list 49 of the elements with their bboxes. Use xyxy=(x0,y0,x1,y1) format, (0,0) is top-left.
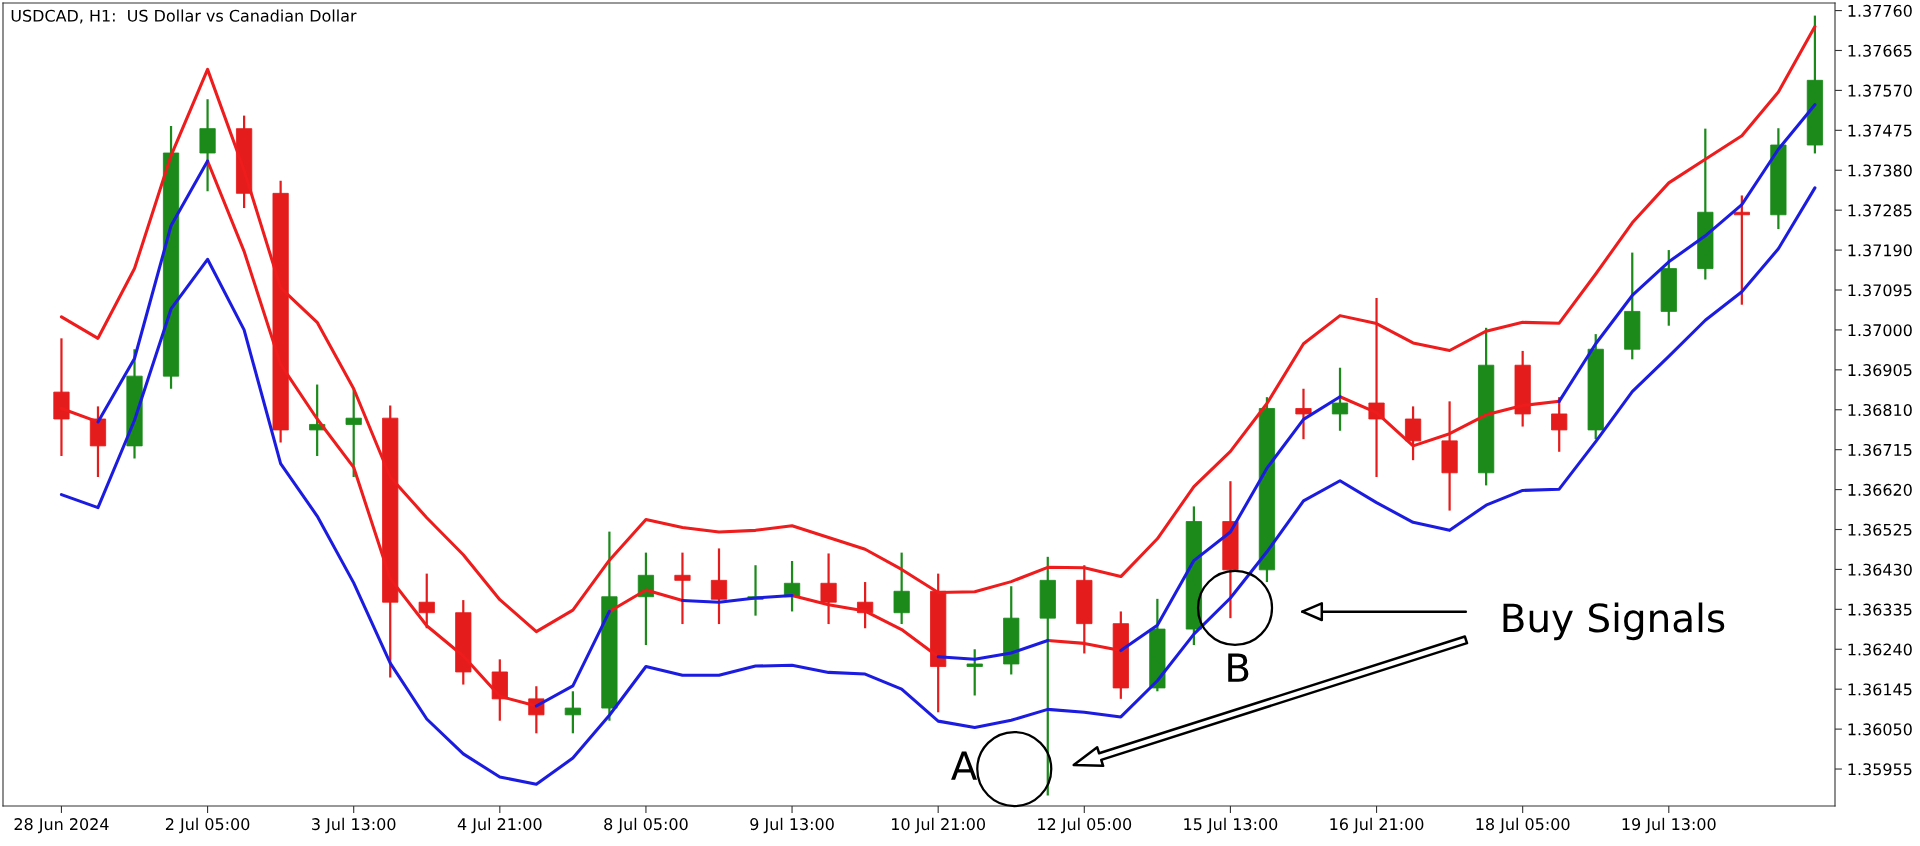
chart-title: USDCAD, H1: US Dollar vs Canadian Dollar xyxy=(11,9,357,24)
y-tick-label: 1.36145 xyxy=(1848,683,1912,696)
candlestick xyxy=(1368,296,1385,479)
x-tick-label: 19 Jul 13:00 xyxy=(1622,817,1716,834)
x-tick-label: 15 Jul 13:00 xyxy=(1184,817,1278,834)
y-tick-label: 1.37570 xyxy=(1848,84,1912,97)
candlestick xyxy=(1551,396,1568,453)
annotation: B xyxy=(1228,653,1249,682)
x-tick-label: 8 Jul 05:00 xyxy=(604,817,688,834)
x-tick-label: 12 Jul 05:00 xyxy=(1038,817,1132,834)
y-tick-label: 1.37285 xyxy=(1848,204,1912,217)
y-tick-label: 1.37760 xyxy=(1848,4,1912,17)
candlestick xyxy=(710,547,728,626)
y-tick-label: 1.36525 xyxy=(1848,523,1912,536)
candlestick xyxy=(674,551,691,626)
x-tick-label: 18 Jul 05:00 xyxy=(1476,817,1570,834)
x-tick-label: 4 Jul 21:00 xyxy=(457,817,542,834)
y-tick-label: 1.36240 xyxy=(1848,643,1912,656)
x-tick-label: 16 Jul 21:00 xyxy=(1330,817,1424,834)
candlestick xyxy=(893,551,910,626)
y-tick-label: 1.36715 xyxy=(1848,443,1912,456)
annotation: Buy Signals xyxy=(1503,602,1725,641)
y-tick-label: 1.37380 xyxy=(1848,164,1912,177)
annotation: A xyxy=(951,751,978,780)
y-tick-label: 1.37095 xyxy=(1848,284,1912,297)
y-tick-label: 1.36430 xyxy=(1848,563,1912,576)
candlestick xyxy=(309,383,326,458)
y-tick-label: 1.37000 xyxy=(1848,324,1912,337)
y-tick-label: 1.36905 xyxy=(1848,364,1912,377)
x-tick-label: 28 Jun 2024 xyxy=(14,818,109,834)
y-tick-label: 1.37665 xyxy=(1848,44,1912,57)
y-tick-label: 1.37190 xyxy=(1848,244,1912,257)
candlestick xyxy=(1331,366,1349,432)
y-tick-label: 1.36050 xyxy=(1848,723,1912,736)
candlestick xyxy=(1404,405,1422,462)
y-tick-label: 1.36810 xyxy=(1848,403,1912,417)
y-tick-label: 1.37475 xyxy=(1848,124,1912,137)
line-series xyxy=(59,186,1817,786)
x-tick-label: 9 Jul 13:00 xyxy=(750,817,834,834)
candlestick xyxy=(820,552,837,626)
x-tick-label: 3 Jul 13:00 xyxy=(312,817,396,834)
y-tick-label: 1.35955 xyxy=(1848,763,1912,776)
candlestick xyxy=(564,690,581,735)
x-tick-label: 2 Jul 05:00 xyxy=(165,817,250,834)
y-tick-label: 1.36335 xyxy=(1848,603,1912,616)
candlestick xyxy=(1295,387,1312,441)
candlestick xyxy=(966,648,983,697)
x-tick-label: 10 Jul 21:00 xyxy=(892,817,986,834)
y-tick-label: 1.36620 xyxy=(1848,483,1912,496)
